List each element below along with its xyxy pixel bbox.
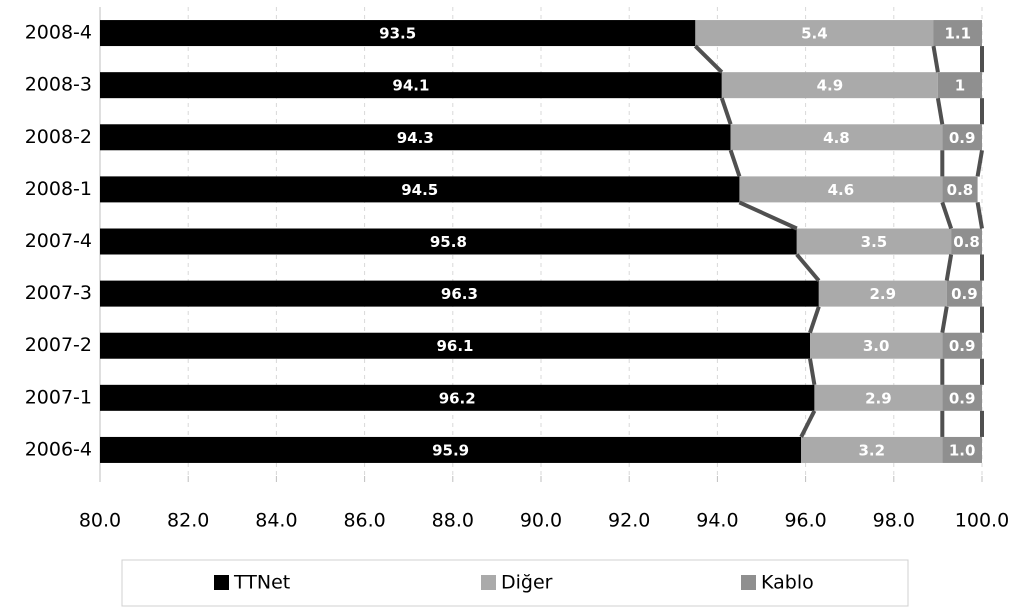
x-tick-label: 88.0 (432, 510, 474, 532)
bar-segment (721, 72, 938, 99)
x-tick-label: 80.0 (79, 510, 121, 532)
series-line (728, 149, 742, 178)
value-label: 1.1 (944, 25, 971, 43)
bar-segment (100, 20, 696, 47)
value-label: 1.0 (949, 441, 976, 459)
value-label: 4.8 (823, 129, 850, 147)
value-label: 0.8 (953, 233, 980, 251)
value-label: 96.2 (439, 389, 476, 407)
value-label: 0.8 (947, 181, 974, 199)
bar-segment (100, 280, 819, 307)
bar-segment (810, 332, 943, 359)
bar-segment (801, 436, 943, 463)
legend-label: Diğer (501, 572, 553, 594)
value-label: 0.9 (951, 285, 978, 303)
bar-segment (814, 384, 943, 411)
bar-segment (951, 228, 982, 255)
bar-segment (942, 332, 982, 359)
bar-segment (942, 384, 982, 411)
series-line (799, 409, 817, 438)
x-tick-label: 90.0 (520, 510, 562, 532)
x-tick-label: 98.0 (873, 510, 915, 532)
bar-segment (100, 332, 811, 359)
bar-segment (695, 20, 934, 47)
series-line (808, 305, 821, 334)
x-tick-label: 84.0 (255, 510, 297, 532)
value-label: 1 (955, 77, 965, 95)
bar-segment (100, 176, 740, 203)
series-line (719, 97, 733, 125)
value-label: 93.5 (379, 25, 416, 43)
bar-segment (933, 20, 982, 47)
x-tick-label: 96.0 (784, 510, 826, 532)
x-tick-label: 86.0 (343, 510, 385, 532)
bar-segment (739, 176, 943, 203)
value-label: 3.5 (861, 233, 888, 251)
value-label: 4.9 (817, 77, 844, 95)
series-line (931, 45, 940, 73)
legend-swatch (741, 575, 756, 590)
bar-segment (942, 124, 982, 151)
bar-segment (937, 72, 982, 99)
bar-segment (100, 228, 797, 255)
series-line (808, 358, 817, 386)
x-tick-label: 92.0 (608, 510, 650, 532)
series-line (693, 44, 724, 74)
bar-segment (100, 384, 815, 411)
legend-swatch (214, 575, 229, 590)
bar-segment (946, 280, 982, 307)
y-tick-label: 2008-1 (25, 178, 92, 200)
value-label: 2.9 (865, 389, 892, 407)
y-tick-label: 2006-4 (25, 438, 92, 460)
y-tick-label: 2007-3 (25, 282, 92, 304)
value-label: 96.1 (436, 337, 473, 355)
value-label: 3.2 (858, 441, 885, 459)
value-label: 94.3 (397, 129, 434, 147)
series-line (940, 201, 954, 230)
y-tick-label: 2008-2 (25, 126, 92, 148)
value-label: 94.1 (392, 77, 429, 95)
x-tick-label: 94.0 (696, 510, 738, 532)
bar-segment (100, 436, 802, 463)
y-tick-label: 2007-1 (25, 386, 92, 408)
value-label: 5.4 (801, 25, 828, 43)
value-label: 0.9 (949, 337, 976, 355)
value-label: 96.3 (441, 285, 478, 303)
value-label: 95.8 (430, 233, 467, 251)
bar-segment (942, 436, 982, 463)
bar-segment (100, 124, 731, 151)
legend-label: TTNet (233, 572, 290, 594)
bar-segment (796, 228, 952, 255)
value-label: 95.9 (432, 441, 469, 459)
legend-label: Kablo (761, 572, 814, 594)
y-tick-label: 2007-4 (25, 230, 92, 252)
series-line (944, 254, 954, 281)
value-label: 0.9 (949, 129, 976, 147)
y-tick-label: 2008-3 (25, 74, 92, 96)
series-line (738, 200, 798, 231)
series-line (975, 149, 984, 177)
x-tick-label: 100.0 (955, 510, 1009, 532)
series-line (975, 202, 984, 229)
value-label: 3.0 (863, 337, 890, 355)
y-tick-label: 2008-4 (25, 22, 92, 44)
bar-segment (818, 280, 947, 307)
x-tick-label: 82.0 (167, 510, 209, 532)
y-tick-label: 2007-2 (25, 334, 92, 356)
series-line (940, 306, 949, 334)
value-label: 0.9 (949, 389, 976, 407)
legend-box (121, 559, 909, 607)
value-label: 94.5 (401, 181, 438, 199)
series-line (795, 253, 821, 282)
series-line (935, 97, 945, 125)
bar-segment (100, 72, 722, 99)
legend-swatch (481, 575, 496, 590)
value-label: 4.6 (828, 181, 855, 199)
bar-segment (942, 176, 978, 203)
bar-segment (730, 124, 943, 151)
value-label: 2.9 (869, 285, 896, 303)
